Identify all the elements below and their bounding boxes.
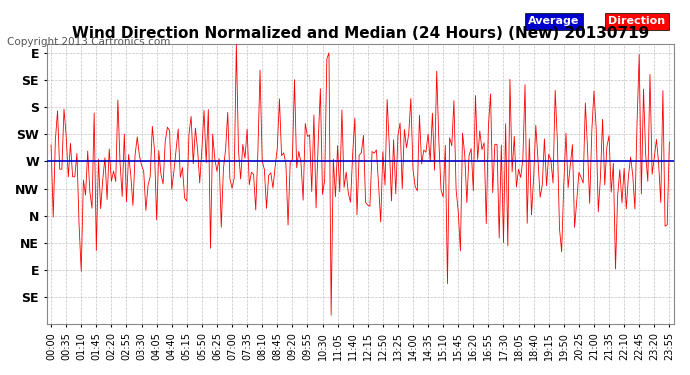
Text: Copyright 2013 Cartronics.com: Copyright 2013 Cartronics.com bbox=[7, 37, 170, 47]
Text: Direction: Direction bbox=[609, 16, 666, 26]
Text: Average: Average bbox=[528, 16, 579, 26]
Title: Wind Direction Normalized and Median (24 Hours) (New) 20130719: Wind Direction Normalized and Median (24… bbox=[72, 26, 649, 41]
